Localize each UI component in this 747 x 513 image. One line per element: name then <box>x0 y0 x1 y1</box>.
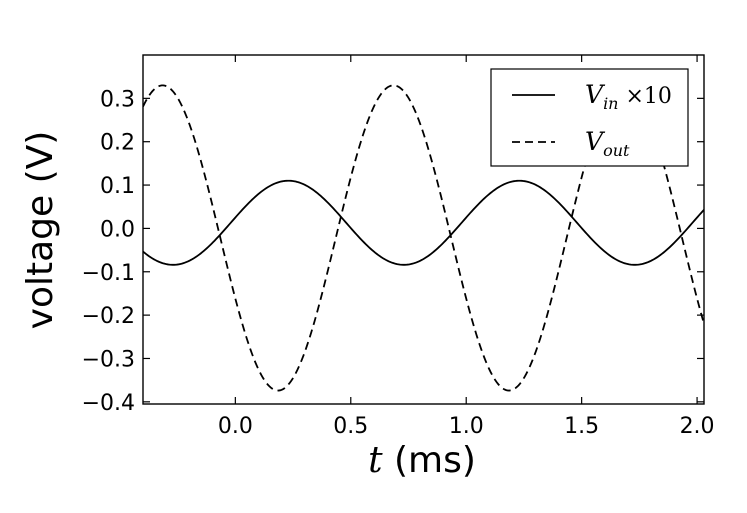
y-tick-label: 0.1 <box>100 174 135 199</box>
y-tick-label: 0.2 <box>100 131 135 156</box>
y-tick-label: −0.1 <box>82 261 135 286</box>
legend: Vin ×10 Vout <box>490 68 689 167</box>
x-axis: 0.0 0.5 1.0 1.5 2.0 <box>218 55 715 439</box>
series-layer <box>143 84 704 392</box>
x-tick-label: 0.5 <box>333 414 368 439</box>
x-tick-label: 0.0 <box>218 414 253 439</box>
legend-box <box>490 68 689 167</box>
y-axis: −0.4 −0.3 −0.2 −0.1 0.0 0.1 0.2 0.3 <box>82 87 704 416</box>
series-line-vin <box>143 179 704 266</box>
y-tick-label: −0.3 <box>82 347 135 372</box>
x-axis-unit: (ms) <box>383 440 476 481</box>
x-axis-label: t (ms) <box>368 440 476 481</box>
y-tick-label: 0.3 <box>100 87 135 112</box>
x-tick-label: 1.0 <box>449 414 484 439</box>
legend-label-vout: Vout <box>585 127 630 160</box>
legend-vout-base: V <box>585 127 606 156</box>
x-tick-label: 1.5 <box>564 414 599 439</box>
legend-vin-base: V <box>585 80 606 109</box>
legend-label-vin: Vin ×10 <box>585 80 672 113</box>
x-axis-var: t <box>368 440 383 481</box>
series-line-vout <box>143 84 704 392</box>
y-axis-label: voltage (V) <box>20 131 61 330</box>
y-tick-label: 0.0 <box>100 217 135 242</box>
plot-frame <box>142 54 705 405</box>
legend-vout-sub: out <box>603 141 630 160</box>
legend-vin-suffix: ×10 <box>618 84 671 109</box>
legend-vin-sub: in <box>603 94 618 113</box>
y-tick-label: −0.4 <box>82 391 135 416</box>
x-tick-label: 2.0 <box>680 414 715 439</box>
y-tick-label: −0.2 <box>82 304 135 329</box>
